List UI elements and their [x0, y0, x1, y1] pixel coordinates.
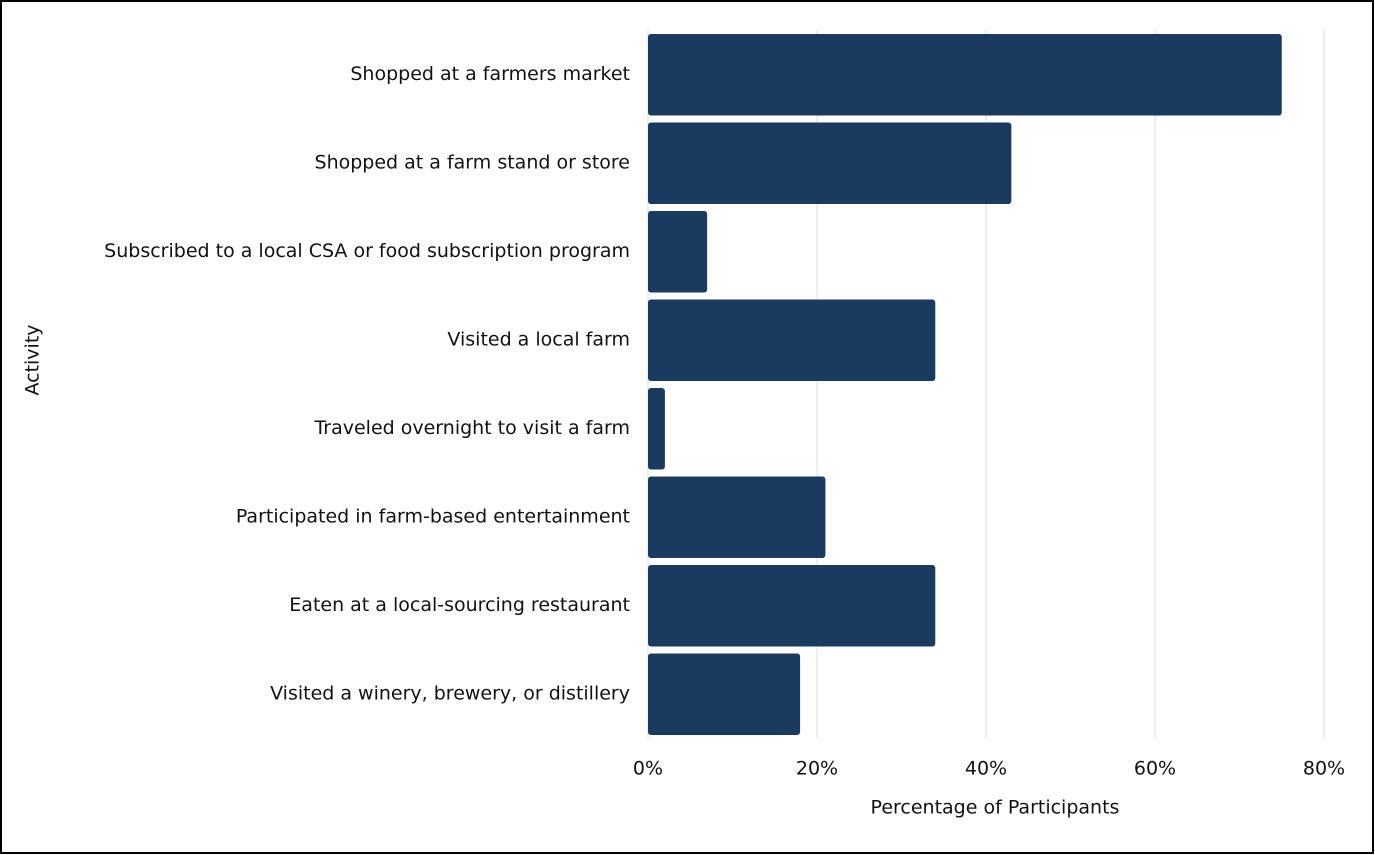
x-tick-label: 40%	[965, 758, 1007, 780]
bar	[648, 476, 826, 558]
x-tick-label: 20%	[796, 758, 838, 780]
y-tick-label: Visited a winery, brewery, or distillery	[270, 682, 630, 704]
x-tick-label: 80%	[1303, 758, 1345, 780]
y-tick-label: Participated in farm-based entertainment	[236, 505, 630, 527]
y-tick-label: Traveled overnight to visit a farm	[313, 417, 630, 439]
y-tick-label: Visited a local farm	[447, 328, 630, 350]
bar	[648, 653, 801, 735]
bar	[648, 565, 936, 647]
y-axis-label: Activity	[22, 324, 44, 395]
y-tick-label: Shopped at a farm stand or store	[315, 151, 630, 173]
bar	[648, 388, 665, 470]
y-tick-label: Shopped at a farmers market	[350, 63, 630, 85]
bar	[648, 211, 708, 293]
y-tick-label: Subscribed to a local CSA or food subscr…	[104, 240, 630, 262]
x-tick-label: 60%	[1134, 758, 1176, 780]
x-tick-label: 0%	[633, 758, 663, 780]
bar	[648, 34, 1282, 116]
bar	[648, 299, 936, 381]
x-axis-label: Percentage of Participants	[871, 797, 1120, 819]
bar	[648, 122, 1012, 204]
y-tick-label: Eaten at a local-sourcing restaurant	[289, 594, 630, 616]
